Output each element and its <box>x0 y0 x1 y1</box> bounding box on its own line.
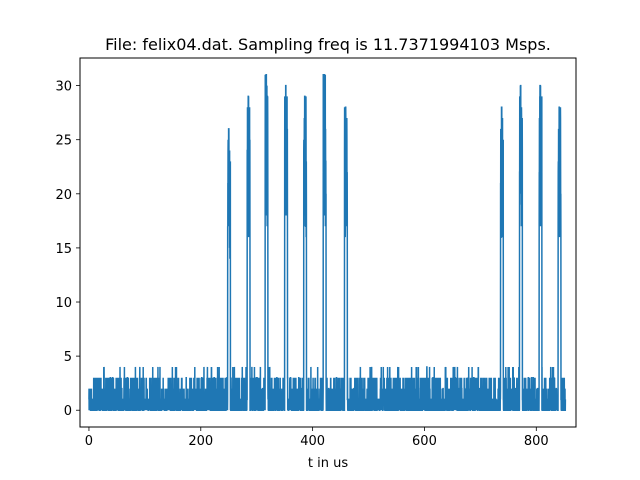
chart-title: File: felix04.dat. Sampling freq is 11.7… <box>105 35 551 54</box>
x-tick-label: 200 <box>188 434 213 449</box>
y-tick-label: 30 <box>55 80 72 95</box>
x-axis: 0 200 400 600 800 <box>85 427 549 449</box>
y-tick-label: 5 <box>64 350 72 365</box>
x-tick-label: 600 <box>412 434 437 449</box>
y-tick-label: 25 <box>55 134 72 149</box>
y-axis: 0 5 10 15 20 25 30 <box>55 80 80 419</box>
plot-frame <box>79 57 577 428</box>
signal-series-line <box>88 74 567 411</box>
y-tick-label: 20 <box>55 188 72 203</box>
x-axis-label: t in us <box>308 456 348 471</box>
y-tick-label: 10 <box>55 296 72 311</box>
x-tick-label: 0 <box>85 434 93 449</box>
x-tick-label: 800 <box>524 434 549 449</box>
y-tick-label: 0 <box>64 404 72 419</box>
y-tick-label: 15 <box>55 242 72 257</box>
series-layer <box>88 74 567 411</box>
x-tick-label: 400 <box>300 434 325 449</box>
